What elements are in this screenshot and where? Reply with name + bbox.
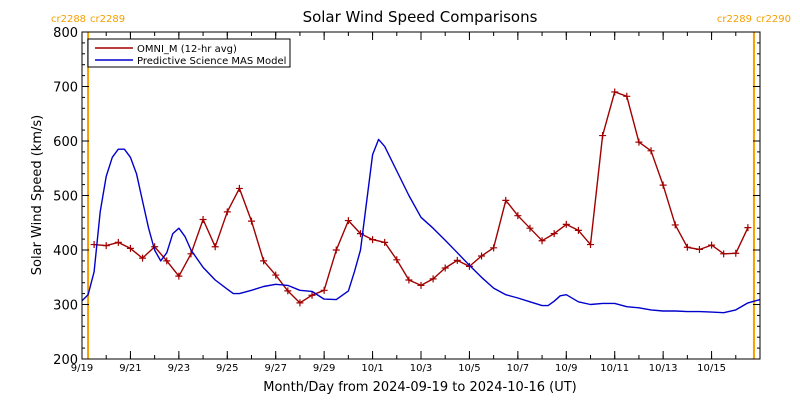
data-point-marker [284,287,292,295]
data-point-marker [708,241,716,249]
y-tick-label: 300 [53,299,78,314]
legend: OMNI_M (12-hr avg) Predictive Science MA… [87,38,291,68]
data-point-marker [635,138,643,146]
data-point-marker [562,220,570,228]
data-point-marker [102,242,110,250]
data-point-marker [248,217,255,225]
data-point-marker [695,245,703,253]
data-point-marker [308,291,316,299]
chart-title: Solar Wind Speed Comparisons [303,8,538,26]
x-tick-label: 9/21 [119,363,141,374]
series-line-omni [94,91,749,304]
data-point-marker [235,184,243,192]
data-point-marker [744,224,752,232]
data-point-marker [550,230,558,238]
x-tick-label: 9/19 [71,363,93,374]
data-point-marker [526,224,534,232]
x-axis-ticks: 9/19 9/21 9/23 9/25 9/27 9/29 10/1 10/3 10/5 10/7… [71,32,761,374]
x-tick-label: 10/15 [697,363,726,374]
data-point-marker [272,271,280,279]
y-axis-title: Solar Wind Speed (km/s) [30,115,45,275]
data-point-marker [260,257,268,265]
x-tick-label: 10/11 [600,363,629,374]
data-point-marker [163,257,171,265]
x-tick-label: 9/25 [216,363,238,374]
carrington-label-left: cr2289 [717,14,752,25]
series-layer [81,88,761,314]
x-tick-label: 10/1 [361,363,383,374]
data-point-marker [514,212,522,220]
x-tick-label: 10/9 [555,363,577,374]
data-point-marker [465,262,473,270]
data-point-marker [611,88,619,96]
data-point-marker [478,252,486,260]
x-tick-label: 10/5 [458,363,480,374]
x-axis-title: Month/Day from 2024-09-19 to 2024-10-16 … [263,380,576,395]
y-tick-label: 200 [53,353,78,368]
data-point-marker [599,132,607,140]
y-tick-label: 700 [53,81,78,96]
data-point-marker [332,246,340,254]
data-point-marker [381,238,389,246]
y-axis-ticks: 200 300 400 500 600 700 800 [53,26,760,368]
carrington-label-right: cr2289 [90,14,125,25]
legend-label-omni: OMNI_M (12-hr avg) [137,44,237,55]
data-point-marker [139,254,147,262]
data-point-marker [199,215,207,223]
data-point-marker [538,237,546,245]
data-point-marker [393,256,401,264]
x-tick-label: 9/29 [313,363,335,374]
carrington-label-right: cr2290 [756,14,791,25]
data-point-marker [126,244,134,252]
data-point-marker [223,208,231,216]
data-point-marker [720,250,728,258]
data-point-marker [683,243,691,251]
data-point-marker [587,241,594,249]
y-tick-label: 800 [53,26,78,41]
data-point-marker [574,226,582,234]
legend-label-mas: Predictive Science MAS Model [137,56,286,67]
x-tick-label: 10/3 [410,363,432,374]
data-point-marker [623,92,631,100]
data-point-marker [320,286,328,294]
series-line-mas [81,138,761,314]
data-point-marker [647,147,655,155]
data-point-marker [211,243,219,251]
data-point-marker [175,272,183,280]
data-point-marker [732,249,740,257]
carrington-label-left: cr2288 [51,14,86,25]
y-tick-label: 600 [53,135,78,150]
data-point-marker [114,238,122,246]
data-point-marker [405,276,413,284]
data-point-marker [429,275,437,283]
data-point-marker [441,264,449,272]
legend-box [87,38,291,68]
data-point-marker [659,181,667,189]
data-point-marker [502,196,510,204]
data-point-marker [671,221,679,229]
y-tick-label: 500 [53,190,78,205]
x-tick-label: 10/13 [649,363,678,374]
data-point-marker [490,244,498,252]
data-point-marker [453,256,461,264]
data-point-marker [417,281,425,289]
x-tick-label: 10/7 [507,363,529,374]
data-point-marker [344,217,352,225]
data-point-marker [369,236,377,244]
data-point-marker [296,299,304,307]
y-tick-label: 400 [53,244,78,259]
x-tick-label: 9/23 [168,363,190,374]
x-tick-label: 9/27 [264,363,286,374]
